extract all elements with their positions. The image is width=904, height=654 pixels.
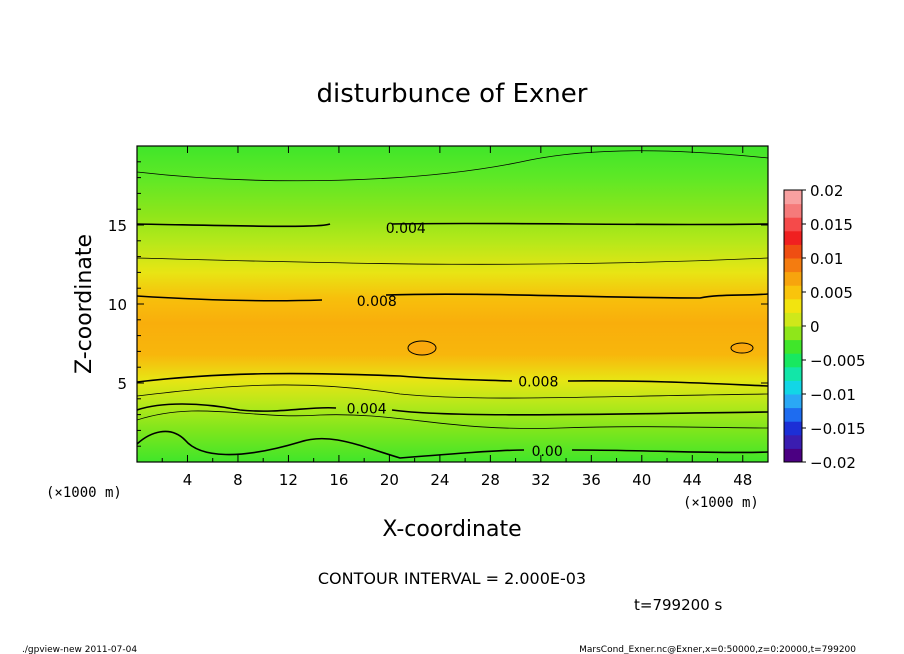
colorbar-label: 0.02: [810, 182, 843, 200]
x-tick-label: 16: [329, 471, 348, 489]
colorbar-swatch: [784, 203, 802, 218]
colorbar-swatch: [784, 394, 802, 409]
colorbar-label: −0.02: [810, 454, 856, 472]
x-tick-label: 20: [380, 471, 399, 489]
colorbar-swatch: [784, 326, 802, 341]
contour-interval-text: CONTOUR INTERVAL = 2.000E-03: [318, 569, 586, 588]
contour-thin-4: [137, 410, 768, 429]
colorbar-swatch: [784, 258, 802, 273]
colorbar-label: 0.015: [810, 216, 853, 234]
colorbar-swatch: [784, 312, 802, 327]
colorbar-label: 0: [810, 318, 820, 336]
colorbar-label: −0.01: [810, 386, 856, 404]
x-tick-label: 36: [582, 471, 601, 489]
contour-thin-2: [137, 257, 768, 265]
y-tick-label: 10: [108, 296, 127, 314]
contour-0.004-lower: [137, 403, 768, 416]
colorbar-swatch: [784, 217, 802, 232]
contour-thin-1: [137, 150, 768, 182]
colorbar-swatch: [784, 190, 802, 205]
x-axis-label: X-coordinate: [382, 517, 521, 542]
contour-label: 0.008: [518, 374, 558, 390]
contour-labels: 0.004 0.008 0.008 0.004 0.00: [347, 221, 563, 460]
contour-label: 0.004: [386, 221, 426, 237]
colorbar-swatch: [784, 380, 802, 395]
colorbar-swatch: [784, 448, 802, 463]
x-unit-right: (×1000 m): [683, 495, 759, 511]
contour-0.008-upper: [137, 293, 768, 302]
colorbar-label: −0.015: [810, 420, 866, 438]
colorbar: 0.02 0.015 0.01 0.005 0 −0.005 −0.01 −0.015 −0.0…: [783, 182, 866, 472]
plot-field: 0.004 0.008 0.008 0.004 0.00: [137, 146, 768, 462]
footer-right: MarsCond_Exner.nc@Exner,x=0:50000,z=0:20…: [579, 645, 856, 654]
colorbar-swatch: [784, 434, 802, 449]
field-core-center: [407, 340, 437, 356]
colorbar-swatch: [784, 353, 802, 368]
y-tick-label: 5: [117, 375, 127, 393]
x-tick-label: 32: [531, 471, 550, 489]
colorbar-swatch: [784, 244, 802, 259]
y-axis-label: Z-coordinate: [72, 234, 97, 374]
colorbar-label: 0.01: [810, 250, 843, 268]
x-tick-label: 12: [279, 471, 298, 489]
y-tick-label: 15: [108, 217, 127, 235]
x-unit-left: (×1000 m): [46, 485, 122, 501]
footer-left: ./gpview-new 2011-07-04: [22, 645, 137, 654]
x-tick-label: 28: [481, 471, 500, 489]
x-tick-label: 40: [632, 471, 651, 489]
colorbar-swatch: [784, 339, 802, 354]
contour-0.008-lower: [137, 372, 768, 387]
colorbar-label: 0.005: [810, 284, 853, 302]
contour-label: 0.004: [347, 401, 387, 417]
time-text: t=799200 s: [634, 596, 722, 614]
contour-0.004-upper: [137, 222, 768, 228]
x-tick-label: 24: [430, 471, 449, 489]
field-background: [137, 146, 768, 462]
colorbar-swatch: [784, 366, 802, 381]
x-tick-label: 4: [183, 471, 193, 489]
x-tick-label: 48: [733, 471, 752, 489]
contour-label: 0.00: [532, 444, 563, 460]
colorbar-label: −0.005: [810, 352, 866, 370]
colorbar-swatch: [784, 421, 802, 436]
contour-label: 0.008: [357, 294, 397, 310]
colorbar-swatch: [784, 298, 802, 313]
contour-0.00: [137, 430, 768, 459]
colorbar-swatch: [784, 285, 802, 300]
x-axis-ticks: 4 8 12 16 20 24 28 32 36 40 44 48: [161, 146, 752, 489]
chart-title: disturbunce of Exner: [317, 79, 588, 109]
field-core-right: [730, 342, 754, 354]
x-tick-label: 8: [233, 471, 243, 489]
colorbar-swatch: [784, 230, 802, 245]
y-axis-ticks: 5 10 15: [108, 161, 768, 447]
contour-thin-3: [137, 384, 768, 399]
x-tick-label: 44: [683, 471, 702, 489]
colorbar-swatch: [784, 407, 802, 422]
colorbar-swatch: [784, 271, 802, 286]
